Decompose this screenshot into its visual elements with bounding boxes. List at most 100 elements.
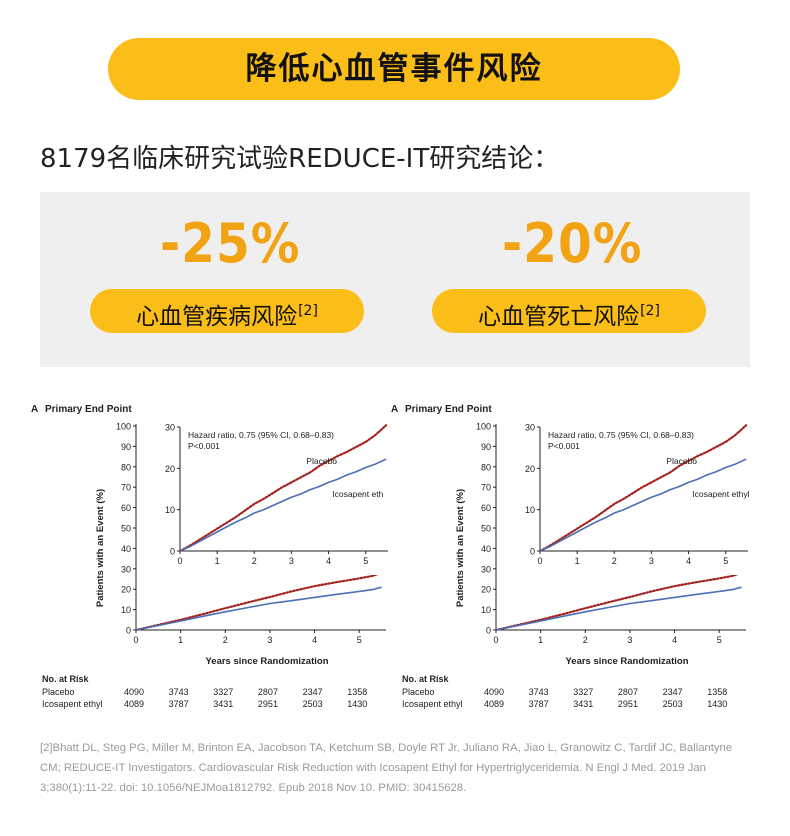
inset-x-tick-label: 1 [215,556,220,566]
risk-table-heading: No. at Risk [42,674,90,684]
risk-table-cell: 2807 [258,687,278,697]
x-tick-label: 0 [493,635,498,645]
x-tick-label: 0 [133,635,138,645]
risk-table-cell: 4089 [124,699,144,709]
inset-x-tick-label: 3 [289,556,294,566]
risk-table-cell: 3743 [169,687,189,697]
x-axis-label: Years since Randomization [205,656,328,667]
inset-x-tick-label: 4 [326,556,331,566]
y-axis-label: Patients with an Event (%) [455,489,466,607]
cvd-risk-value: -25% [160,212,301,275]
km-chart-right: A Primary End Point0102030405060708090100… [391,404,752,709]
inset-line-placebo [538,424,748,553]
inset-y-tick-label: 30 [165,423,175,433]
inset-line-placebo [178,424,388,553]
inset-y-tick-label: 20 [165,464,175,474]
panel-label: A [31,404,38,415]
chart-title: Primary End Point [405,404,492,415]
inset-line-icosapent [539,458,747,552]
x-tick-label: 4 [312,635,317,645]
x-tick-label: 3 [627,635,632,645]
risk-table-cell: 4089 [484,699,504,709]
cvd-risk-label: 心血管疾病风险 [136,304,298,330]
risk-table-row-label: Icosapent ethyl [402,699,463,709]
inset-x-tick-label: 0 [537,556,542,566]
y-tick-label: 30 [121,564,131,574]
y-tick-label: 40 [121,544,131,554]
inset-y-tick-label: 10 [165,505,175,515]
inset-y-tick-label: 20 [525,464,535,474]
title-banner: 降低心血管事件风险 [108,38,680,100]
y-tick-label: 90 [481,442,491,452]
risk-table-cell: 2503 [303,699,323,709]
series-line-placebo [134,571,383,632]
risk-table-cell: 1358 [347,687,367,697]
cv-death-value: -20% [502,212,643,275]
risk-table-heading: No. at Risk [402,674,450,684]
risk-table-row-label: Icosapent ethyl [42,699,103,709]
inset-hazard-ratio: Hazard ratio, 0.75 (95% CI, 0.68–0.83) [188,430,334,440]
y-tick-label: 100 [116,422,131,432]
risk-table-cell: 2951 [618,699,638,709]
y-tick-label: 70 [481,483,491,493]
x-tick-label: 1 [538,635,543,645]
inset-y-tick-label: 0 [530,547,535,557]
risk-table-row-label: Placebo [402,687,435,697]
x-axis-label: Years since Randomization [565,656,688,667]
highlight-panel: -25% 心血管疾病风险[2] -20% 心血管死亡风险[2] [40,192,750,367]
inset-p-value: P<0.001 [188,441,220,451]
x-tick-label: 2 [223,635,228,645]
y-tick-label: 90 [121,442,131,452]
risk-table-cell: 1430 [707,699,727,709]
series-line-icosapent [135,586,382,631]
risk-table-cell: 3787 [169,699,189,709]
y-tick-label: 40 [481,544,491,554]
cvd-risk-pill: 心血管疾病风险[2] [90,289,364,333]
risk-table-cell: 2503 [663,699,683,709]
inset-x-tick-label: 3 [649,556,654,566]
panel-label: A [391,404,398,415]
y-tick-label: 20 [121,585,131,595]
risk-table-cell: 1430 [347,699,367,709]
inset-x-tick-label: 4 [686,556,691,566]
y-tick-label: 20 [481,585,491,595]
y-tick-label: 50 [481,524,491,534]
inset-y-tick-label: 10 [525,505,535,515]
study-subtitle: 8179名临床研究试验REDUCE-IT研究结论： [40,144,560,174]
x-tick-label: 1 [178,635,183,645]
y-tick-label: 80 [481,462,491,472]
y-tick-label: 10 [481,605,491,615]
risk-table-row-label: Placebo [42,687,75,697]
inset-label-icosapent: Icosapent eth [332,489,383,499]
series-line-placebo [494,571,743,632]
inset-x-tick-label: 2 [612,556,617,566]
cv-death-pill: 心血管死亡风险[2] [432,289,706,333]
y-axis-label: Patients with an Event (%) [95,489,106,607]
x-tick-label: 5 [357,635,362,645]
inset-line-icosapent [179,458,387,552]
inset-x-tick-label: 0 [177,556,182,566]
risk-table-cell: 1358 [707,687,727,697]
inset-hazard-ratio: Hazard ratio, 0.75 (95% CI, 0.68–0.83) [548,430,694,440]
km-chart-left: A Primary End Point0102030405060708090100… [31,404,390,709]
risk-table-cell: 3431 [573,699,593,709]
cvd-risk-ref: [2] [298,303,318,319]
x-tick-label: 5 [717,635,722,645]
inset-y-tick-label: 30 [525,423,535,433]
y-tick-label: 10 [121,605,131,615]
y-tick-label: 100 [476,422,491,432]
risk-table-cell: 3431 [213,699,233,709]
risk-table-cell: 2807 [618,687,638,697]
inset-x-tick-label: 5 [363,556,368,566]
y-tick-label: 60 [121,503,131,513]
risk-table-cell: 3787 [529,699,549,709]
inset-y-tick-label: 0 [170,547,175,557]
cv-death-label: 心血管死亡风险 [478,304,640,330]
x-tick-label: 3 [267,635,272,645]
chart-title: Primary End Point [45,404,132,415]
page-title: 降低心血管事件风险 [245,51,543,87]
risk-table-cell: 4090 [124,687,144,697]
inset-label-icosapent: Icosapent ethyl [692,489,749,499]
inset-x-tick-label: 2 [252,556,257,566]
risk-table-cell: 4090 [484,687,504,697]
